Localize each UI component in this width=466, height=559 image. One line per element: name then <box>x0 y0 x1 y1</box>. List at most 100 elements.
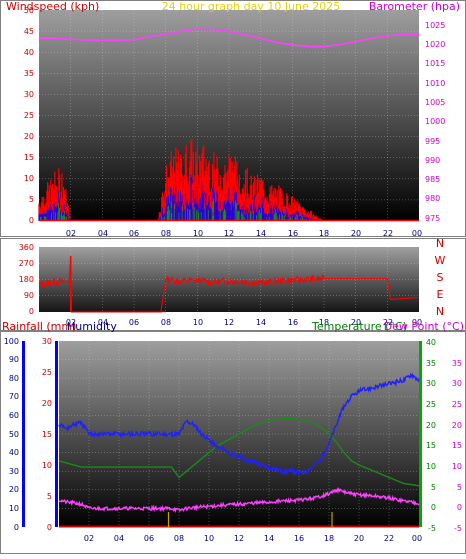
humidity-tick: 15 <box>42 430 52 439</box>
p1-x-tick: 04 <box>98 229 108 238</box>
humidity-axis-title: Humidity <box>67 320 117 333</box>
p1-x-tick: 14 <box>256 229 266 238</box>
p3-x-tick: 00 <box>412 534 422 543</box>
p2-compass-n-top: N <box>436 237 444 250</box>
barometer-axis-title: Barometer (hpa) <box>369 0 460 13</box>
panel1-plot <box>38 28 419 222</box>
barometer-line <box>39 28 419 48</box>
windspeed-axis-title: Windspeed (kph) <box>6 0 99 13</box>
temp-tick: 0 <box>431 503 436 512</box>
temperature-tick-labels: 40 35 30 25 20 15 10 5 0 -5 <box>426 338 436 533</box>
p2-compass-w: W <box>435 254 446 267</box>
p2-compass-s: S <box>437 271 444 284</box>
rain-tick: 10 <box>9 504 19 513</box>
p1-right-tick: 1025 <box>425 21 445 30</box>
humidity-tick: 5 <box>47 492 52 501</box>
p3-x-tick: 22 <box>384 534 394 543</box>
rain-axis-bar <box>22 341 25 527</box>
p3-x-tick: 18 <box>324 534 334 543</box>
p1-x-tick: 18 <box>319 229 329 238</box>
humidity-tick: 10 <box>42 461 52 470</box>
panel1-right-tick-labels: 1025 1020 1015 1010 1005 1000 995 990 98… <box>425 21 445 223</box>
p3-x-tick: 10 <box>204 534 214 543</box>
rainfall-axis-title: Rainfall (mm) <box>2 320 76 333</box>
rain-tick: 80 <box>9 374 19 383</box>
temp-tick: 5 <box>431 483 436 492</box>
dew-point-axis-title: Dew Point (°C) <box>384 320 464 333</box>
p1-x-tick: 06 <box>129 229 139 238</box>
temp-tick: 20 <box>426 421 436 430</box>
rain-tick: 0 <box>14 523 19 532</box>
p3-x-tick: 14 <box>264 534 274 543</box>
rain-tick: 30 <box>9 467 19 476</box>
p3-x-tick: 02 <box>84 534 94 543</box>
humidity-tick: 20 <box>42 399 52 408</box>
p2-x-tick: 02 <box>66 318 76 327</box>
humidity-tick: 25 <box>42 368 52 377</box>
p2-x-tick: 08 <box>161 318 171 327</box>
p1-x-tick: 10 <box>193 229 203 238</box>
p3-x-tick: 20 <box>354 534 364 543</box>
p2-left-tick: 90 <box>24 291 34 300</box>
p2-x-tick: 20 <box>351 318 361 327</box>
temperature-axis-bar <box>419 341 422 527</box>
humidity-line <box>58 372 420 477</box>
p2-x-tick: 04 <box>98 318 108 327</box>
dew-tick: 20 <box>452 421 462 430</box>
p1-x-tick: 08 <box>161 229 171 238</box>
p2-x-tick: 14 <box>256 318 266 327</box>
dew-tick: 15 <box>452 441 462 450</box>
p1-right-tick: 980 <box>425 194 440 203</box>
dew-tick: 0 <box>457 503 462 512</box>
temp-tick: 40 <box>426 338 436 347</box>
temp-tick: 30 <box>426 379 436 388</box>
panel2-compass-labels: N W S E N <box>435 237 446 318</box>
panel3-plot <box>58 372 420 528</box>
p3-x-tick: 08 <box>174 534 184 543</box>
rain-tick: 70 <box>9 392 19 401</box>
p1-left-tick: 15 <box>24 153 34 162</box>
rain-tick: 20 <box>9 485 19 494</box>
p2-x-tick: 00 <box>412 318 422 327</box>
p1-right-tick: 995 <box>425 137 440 146</box>
dew-tick: 10 <box>452 462 462 471</box>
p2-x-tick: 22 <box>383 318 393 327</box>
p2-x-tick: 06 <box>129 318 139 327</box>
p2-compass-e: E <box>437 288 444 301</box>
p1-x-tick: 20 <box>351 229 361 238</box>
dew-tick: 25 <box>452 400 462 409</box>
p1-right-tick: 1000 <box>425 117 445 126</box>
p1-x-tick: 12 <box>224 229 234 238</box>
panel2-plot <box>38 255 419 313</box>
humidity-axis-bar <box>55 341 58 527</box>
humidity-tick: 0 <box>47 523 52 532</box>
rain-tick-labels: 100 90 80 70 60 50 40 30 20 10 0 <box>4 337 19 532</box>
rain-tick: 60 <box>9 411 19 420</box>
p1-x-tick: 02 <box>66 229 76 238</box>
rain-tick: 100 <box>4 337 19 346</box>
p2-x-tick: 16 <box>288 318 298 327</box>
panel1-x-tick-labels: 02 04 06 08 10 12 14 16 18 20 22 00 <box>66 229 422 238</box>
p1-right-tick: 1005 <box>425 98 445 107</box>
dew-tick: 5 <box>457 483 462 492</box>
p2-left-tick: 0 <box>29 307 34 316</box>
p1-left-tick: 45 <box>24 27 34 36</box>
p1-left-tick: 5 <box>29 195 34 204</box>
temp-tick: 25 <box>426 400 436 409</box>
p2-x-tick: 18 <box>319 318 329 327</box>
temp-tick: 35 <box>426 359 436 368</box>
panel1-left-tick-labels: 50 45 40 35 30 25 20 15 10 5 0 <box>24 6 34 225</box>
rain-tick: 90 <box>9 355 19 364</box>
panel2-x-tick-labels: 02 04 06 08 10 12 14 16 18 20 22 00 <box>66 318 422 327</box>
temp-tick: -5 <box>428 524 436 533</box>
p1-right-tick: 985 <box>425 175 440 184</box>
temperature-line <box>58 418 420 487</box>
p1-left-tick: 0 <box>29 216 34 225</box>
humidity-tick: 30 <box>42 337 52 346</box>
dew-point-line <box>58 486 420 514</box>
dew-tick: 35 <box>452 359 462 368</box>
p1-left-tick: 40 <box>24 48 34 57</box>
p2-left-tick: 360 <box>19 243 34 252</box>
p3-x-tick: 06 <box>144 534 154 543</box>
